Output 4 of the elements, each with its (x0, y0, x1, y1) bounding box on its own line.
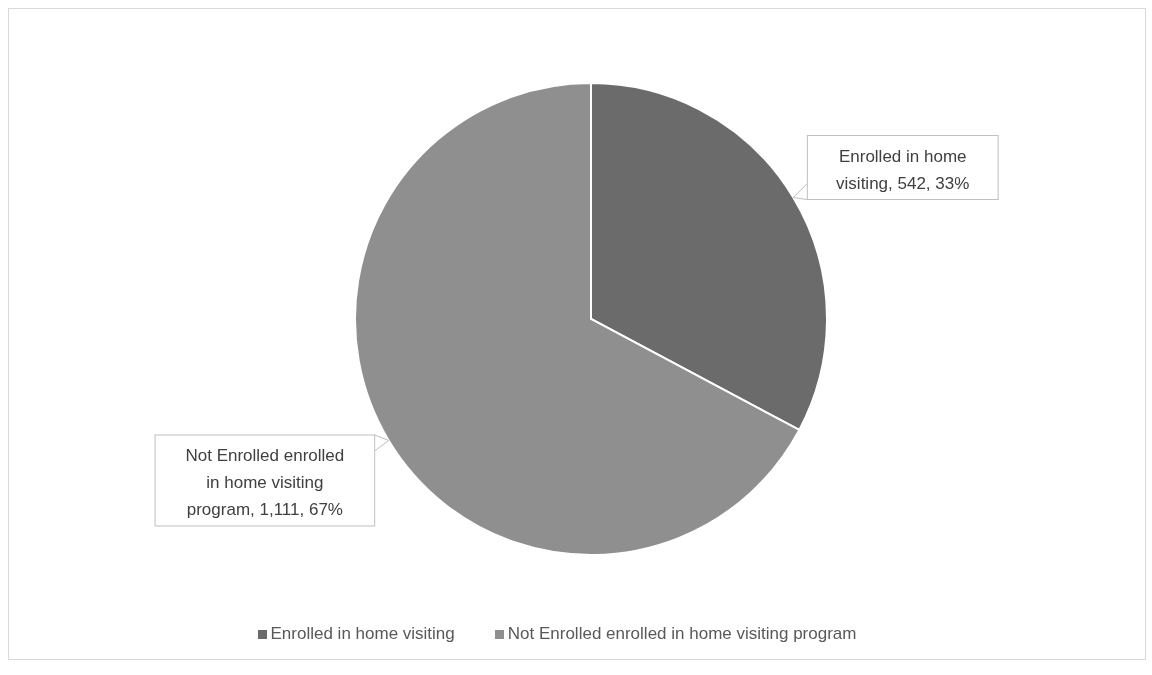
data-label: Not Enrolled enrolled in home visiting program, 1,111, 67% (185, 445, 345, 519)
data-label: Enrolled in home visiting, 542, 33% (836, 146, 970, 193)
legend-label: Enrolled in home visiting (270, 624, 455, 643)
legend-label: Not Enrolled enrolled in home visiting program (507, 624, 857, 643)
